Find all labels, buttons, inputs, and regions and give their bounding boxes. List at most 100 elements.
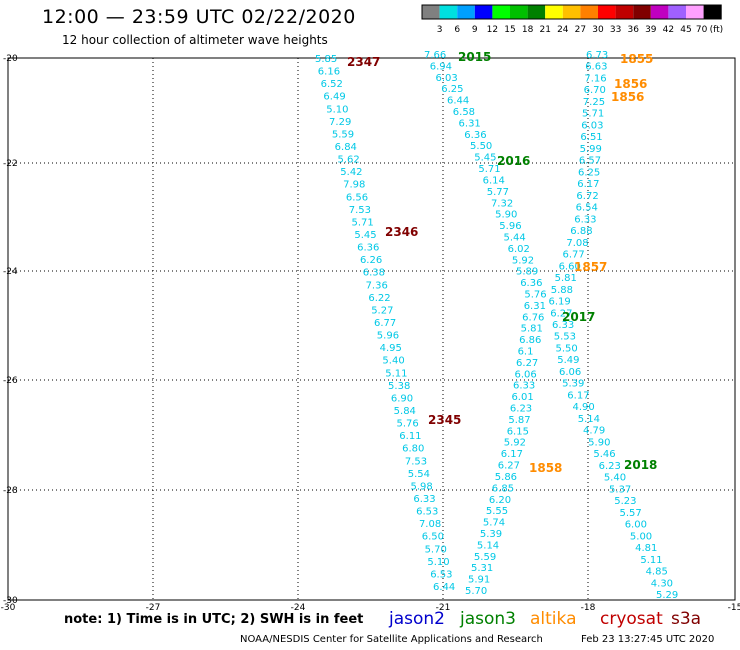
swh-reading: 5.86 bbox=[495, 472, 517, 483]
swh-reading: 5.50 bbox=[555, 343, 577, 354]
pass-time-label: 2347 bbox=[347, 55, 380, 69]
swh-reading: 5.98 bbox=[411, 481, 433, 492]
swh-reading: 7.08 bbox=[566, 238, 588, 249]
swh-reading: 5.45 bbox=[474, 153, 496, 164]
swh-reading: 7.16 bbox=[584, 73, 606, 84]
swh-reading: 5.96 bbox=[377, 331, 399, 342]
swh-reading: 5.39 bbox=[480, 529, 502, 540]
swh-reading: 6.1 bbox=[518, 347, 534, 358]
y-tick-label: -22 bbox=[3, 159, 18, 169]
swh-reading: 5.44 bbox=[503, 232, 525, 243]
swh-reading: 5.87 bbox=[508, 415, 530, 426]
swh-reading: 6.23 bbox=[599, 461, 621, 472]
y-tick-label: -20 bbox=[3, 54, 18, 64]
swh-reading: 6.44 bbox=[447, 96, 469, 107]
swh-reading: 5.53 bbox=[554, 332, 576, 343]
color-scale-tick: 21 bbox=[539, 25, 550, 35]
color-scale-frame bbox=[421, 4, 722, 20]
swh-reading: 5.62 bbox=[337, 155, 359, 166]
swh-reading: 6.03 bbox=[581, 120, 603, 131]
color-scale-tick: 39 bbox=[645, 25, 657, 35]
swh-reading: 5.74 bbox=[483, 518, 505, 529]
swh-reading: 5.40 bbox=[604, 473, 626, 484]
swh-reading: 7.32 bbox=[491, 198, 513, 209]
swh-reading: 6.19 bbox=[549, 297, 571, 308]
swh-reading: 6.27 bbox=[516, 358, 538, 369]
color-scale-swatch bbox=[510, 5, 528, 19]
swh-reading: 5.10 bbox=[427, 557, 449, 568]
swh-reading: 6.86 bbox=[519, 335, 541, 346]
color-scale-tick: 15 bbox=[504, 25, 515, 35]
swh-reading: 5.89 bbox=[516, 267, 538, 278]
footer-note: note: 1) Time is in UTC; 2) SWH is in fe… bbox=[64, 612, 364, 627]
color-scale-unit: (ft) bbox=[710, 25, 724, 35]
swh-reading: 5.42 bbox=[340, 167, 362, 178]
swh-reading: 6.58 bbox=[453, 107, 475, 118]
swh-reading: 6.84 bbox=[335, 142, 357, 153]
color-scale-tick: 6 bbox=[454, 25, 460, 35]
swh-reading: 6.70 bbox=[584, 85, 606, 96]
swh-reading: 6.72 bbox=[576, 191, 598, 202]
swh-reading: 5.00 bbox=[630, 531, 652, 542]
x-tick-label: -30 bbox=[1, 603, 16, 613]
swh-reading: 6.17 bbox=[501, 449, 523, 460]
swh-reading: 6.77 bbox=[562, 250, 584, 261]
color-scale-tick: 3 bbox=[437, 25, 443, 35]
swh-reading: 6.06 bbox=[559, 367, 581, 378]
swh-reading: 5.90 bbox=[495, 210, 517, 221]
swh-reading: 5.90 bbox=[588, 437, 610, 448]
swh-reading: 6.31 bbox=[524, 301, 546, 312]
swh-reading: 5.23 bbox=[614, 496, 636, 507]
swh-reading: 6.51 bbox=[580, 132, 602, 143]
swh-reading: 5.70 bbox=[465, 586, 487, 597]
map-subtitle: 12 hour collection of altimeter wave hei… bbox=[62, 33, 328, 47]
color-scale-tick: 9 bbox=[472, 25, 478, 35]
swh-reading: 5.50 bbox=[470, 141, 492, 152]
swh-reading: 5.59 bbox=[332, 129, 354, 140]
swh-reading: 6.60 bbox=[559, 261, 581, 272]
swh-reading: 5.96 bbox=[499, 221, 521, 232]
swh-reading: 6.25 bbox=[441, 84, 463, 95]
swh-reading: 5.49 bbox=[557, 355, 579, 366]
color-scale-tick: 33 bbox=[610, 25, 621, 35]
swh-reading: 6.36 bbox=[520, 278, 542, 289]
color-scale-tick: 18 bbox=[522, 25, 534, 35]
color-scale-swatch bbox=[457, 5, 475, 19]
swh-reading: 6.53 bbox=[430, 569, 452, 580]
swh-reading: 5.71 bbox=[582, 109, 604, 120]
legend-altika: altika bbox=[530, 609, 577, 629]
swh-reading: 6.94 bbox=[430, 61, 452, 72]
swh-reading: 5.10 bbox=[326, 104, 348, 115]
swh-reading: 7.08 bbox=[419, 519, 441, 530]
swh-reading: 5.71 bbox=[478, 164, 500, 175]
swh-reading: 5.54 bbox=[408, 469, 430, 480]
generation-timestamp: Feb 23 13:27:45 UTC 2020 bbox=[581, 634, 715, 645]
color-scale-tick: 42 bbox=[663, 25, 674, 35]
swh-reading: 5.71 bbox=[352, 217, 374, 228]
swh-reading: 5.81 bbox=[521, 324, 543, 335]
swh-reading: 5.31 bbox=[471, 563, 493, 574]
color-scale-swatch bbox=[492, 5, 510, 19]
swh-reading: 6.01 bbox=[511, 392, 533, 403]
color-scale-swatch bbox=[633, 5, 651, 19]
swh-reading: 6.49 bbox=[323, 92, 345, 103]
swh-reading: 5.81 bbox=[555, 273, 577, 284]
legend-s3a: s3a bbox=[671, 609, 702, 629]
swh-reading: 5.11 bbox=[385, 368, 407, 379]
swh-reading: 6.15 bbox=[507, 426, 529, 437]
swh-reading: 6.77 bbox=[374, 318, 396, 329]
swh-reading: 6.76 bbox=[522, 312, 544, 323]
swh-reading: 6.56 bbox=[346, 192, 368, 203]
swh-reading: 6.02 bbox=[508, 244, 530, 255]
pass-time-label: 2015 bbox=[458, 50, 491, 64]
swh-reading: 6.63 bbox=[585, 62, 607, 73]
swh-reading: 6.57 bbox=[579, 156, 601, 167]
swh-reading: 6.31 bbox=[459, 118, 481, 129]
swh-reading: 6.27 bbox=[550, 308, 572, 319]
swh-reading: 5.88 bbox=[551, 285, 573, 296]
x-tick-label: -24 bbox=[291, 603, 306, 613]
swh-reading: 5.57 bbox=[619, 508, 641, 519]
swh-reading: 6.06 bbox=[515, 369, 537, 380]
swh-reading: 4.90 bbox=[573, 402, 595, 413]
